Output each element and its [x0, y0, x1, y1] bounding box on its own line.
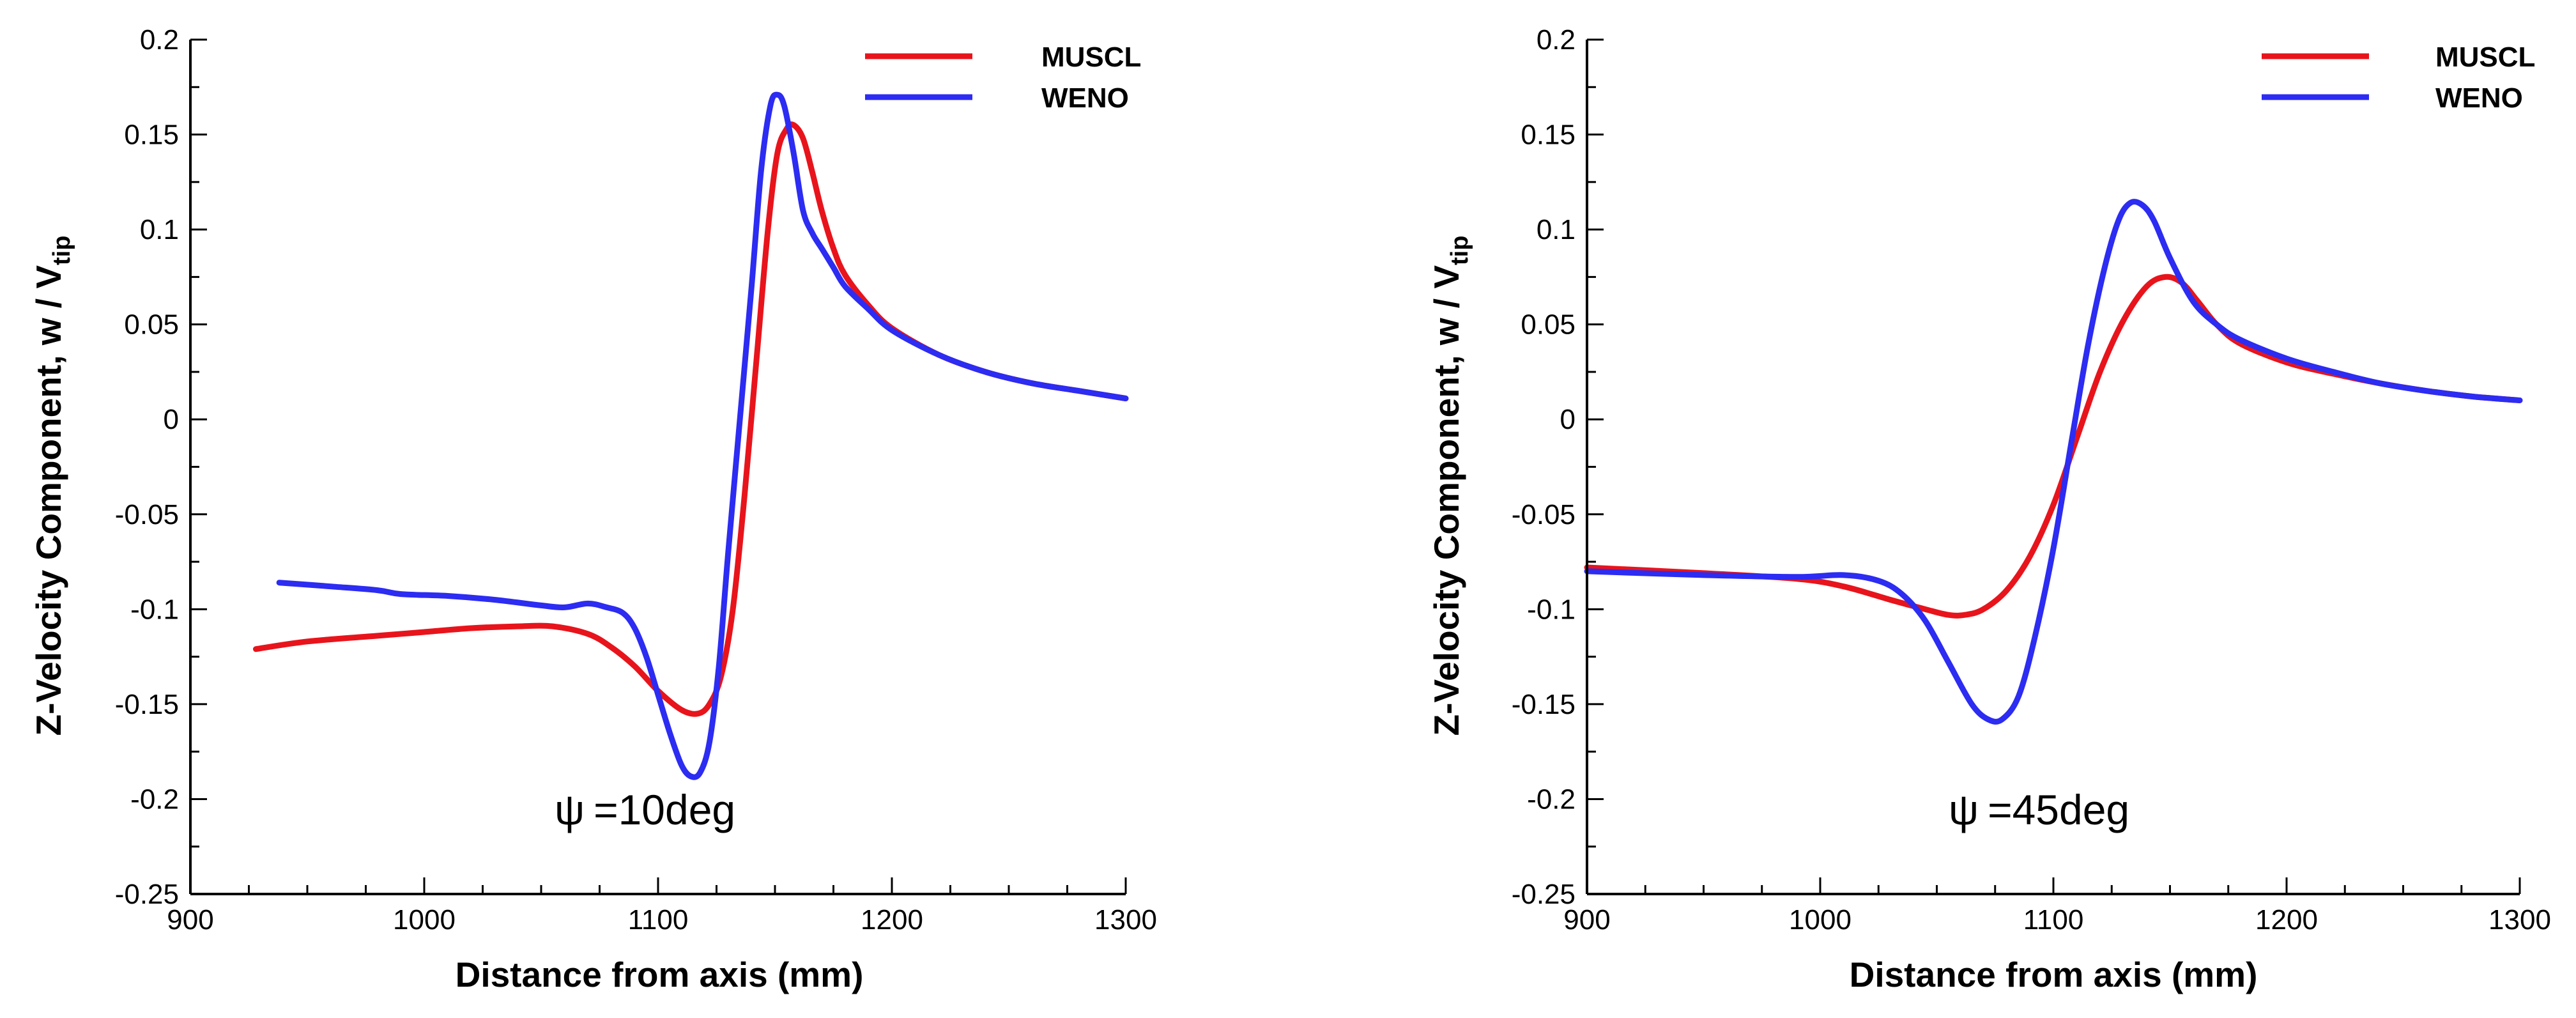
x-axis-title: Distance from axis (mm) — [456, 955, 864, 994]
x-tick-label: 900 — [167, 904, 213, 936]
psi-symbol: ψ — [1949, 786, 1979, 833]
psi-value: =10deg — [594, 786, 735, 833]
y-axis-title: Z-Velocity Component, w / Vtip — [29, 236, 75, 736]
chart-psi-10deg: -0.25 -0.2 -0.15 -0.1 -0.05 0 0.05 0.1 0.15 0.2 90… — [29, 24, 1157, 994]
axes-layer — [1586, 40, 2520, 895]
y-tick-label: -0.05 — [1512, 499, 1575, 530]
x-tick-label: 1200 — [861, 904, 923, 936]
psi-annotation: ψ =10deg — [555, 786, 735, 833]
x-axis-title: Distance from axis (mm) — [1850, 955, 2258, 994]
legend: MUSCL WENO — [2262, 42, 2535, 114]
series-line-muscl — [253, 121, 1129, 717]
y-axis-title-subscript: tip — [49, 236, 75, 265]
x-tick-label: 1200 — [2255, 904, 2318, 936]
tick-labels: -0.25 -0.2 -0.15 -0.1 -0.05 0 0.05 0.1 0.15 0.2 90… — [115, 24, 1157, 936]
psi-value: =45deg — [1988, 786, 2129, 833]
y-tick-label: -0.15 — [1512, 689, 1575, 720]
y-tick-label: -0.15 — [115, 689, 179, 720]
x-tick-label: 1300 — [2488, 904, 2551, 936]
y-tick-label: 0.1 — [140, 214, 179, 245]
series-line-muscl — [1584, 274, 2523, 619]
axis-ticks — [189, 38, 1127, 895]
chart-psi-45deg: -0.25 -0.2 -0.15 -0.1 -0.05 0 0.05 0.1 0.15 0.2 90… — [1427, 24, 2551, 994]
y-tick-label: 0 — [164, 404, 179, 435]
x-tick-label: 1100 — [2023, 904, 2084, 936]
legend-label-muscl: MUSCL — [2435, 42, 2535, 73]
y-tick-label: 0.05 — [1521, 309, 1575, 341]
y-tick-label: 0.15 — [1521, 120, 1575, 151]
y-tick-label: 0.2 — [140, 24, 179, 56]
y-tick-label: 0.15 — [124, 120, 179, 151]
x-tick-label: 1100 — [628, 904, 689, 936]
axis-ticks — [1586, 38, 2521, 895]
legend-label-weno: WENO — [1041, 82, 1129, 114]
x-tick-label: 1000 — [1789, 904, 1851, 936]
legend-label-weno: WENO — [2435, 82, 2523, 114]
series-layer — [1584, 199, 2523, 725]
x-tick-label: 1000 — [393, 904, 456, 936]
y-axis-title-main: Z-Velocity Component, w / V — [1427, 265, 1466, 736]
legend: MUSCL WENO — [865, 42, 1141, 114]
y-tick-label: -0.2 — [130, 783, 179, 815]
legend-label-muscl: MUSCL — [1041, 42, 1141, 73]
y-tick-label: 0.1 — [1537, 214, 1575, 245]
psi-annotation: ψ =45deg — [1949, 786, 2129, 833]
series-line-weno — [276, 91, 1129, 780]
y-tick-label: -0.25 — [115, 879, 179, 910]
x-tick-label: 900 — [1563, 904, 1610, 936]
y-axis-title: Z-Velocity Component, w / Vtip — [1427, 236, 1473, 736]
y-tick-label: 0 — [1560, 404, 1575, 435]
y-axis-title-main: Z-Velocity Component, w / V — [29, 265, 68, 736]
x-tick-label: 1300 — [1094, 904, 1157, 936]
series-line-weno — [1584, 199, 2523, 725]
psi-symbol: ψ — [555, 786, 585, 833]
axes-layer — [189, 40, 1126, 895]
y-tick-label: -0.1 — [1527, 594, 1575, 625]
y-tick-label: 0.2 — [1537, 24, 1575, 56]
y-tick-label: -0.05 — [115, 499, 179, 530]
y-tick-label: -0.2 — [1527, 783, 1575, 815]
y-tick-label: -0.1 — [130, 594, 179, 625]
y-tick-label: 0.05 — [124, 309, 179, 341]
y-tick-label: -0.25 — [1512, 879, 1575, 910]
tick-labels: -0.25 -0.2 -0.15 -0.1 -0.05 0 0.05 0.1 0.15 0.2 90… — [1512, 24, 2551, 936]
series-layer — [253, 91, 1129, 780]
y-axis-title-subscript: tip — [1446, 236, 1473, 265]
